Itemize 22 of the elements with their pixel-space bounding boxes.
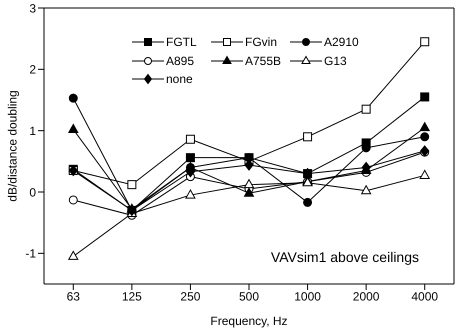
legend-label: FGvin [245,35,278,50]
x-tick-label: 500 [238,290,260,304]
legend-label: none [166,72,193,86]
x-tick-label: 125 [122,290,142,304]
legend-label: A755B [245,54,282,68]
y-tick-label: 1 [29,124,36,138]
x-tick-label: 4000 [411,290,438,304]
x-tick-label: 250 [180,290,201,304]
annotation: VAVsim1 above ceilings [270,249,419,265]
y-axis-title: dB/distance doubling [5,90,20,202]
y-tick-label: -1 [25,246,36,261]
legend-label: A2910 [324,35,359,50]
y-tick-label: 3 [29,1,36,16]
x-tick-label: 63 [66,290,80,304]
y-tick-label: 2 [29,62,36,77]
x-axis-title: Frequency, Hz [210,314,288,328]
legend-label: A895 [166,54,194,68]
x-tick-label: 1000 [294,290,322,304]
y-tick-label: 0 [29,185,36,200]
legend-label: G13 [324,54,347,68]
x-tick-label: 2000 [352,290,380,304]
legend-label: FGTL [166,35,197,50]
